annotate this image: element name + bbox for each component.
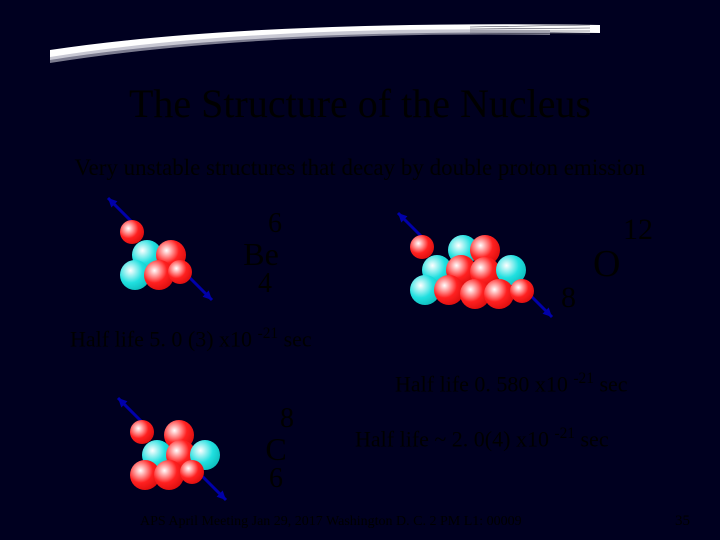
- c8-hl-unit: sec: [575, 426, 609, 451]
- slide-subtitle: Very unstable structures that decay by d…: [0, 155, 720, 181]
- be6-z: 4: [248, 270, 282, 298]
- o12-hl-text: Half life 0. 580 x10: [395, 371, 573, 396]
- c8-hl-text: Half life ~ 2. 0(4) x10: [355, 426, 554, 451]
- c8-label: 8 C 6: [258, 405, 294, 493]
- be6-label: 6 Be 4: [240, 210, 282, 298]
- particle: [510, 279, 534, 303]
- c8-hl-exp: -21: [554, 425, 575, 442]
- o12-hl-exp: -21: [573, 370, 594, 387]
- slide-number: 35: [675, 513, 690, 530]
- o12-z: 8: [561, 283, 653, 313]
- c8-mass: 8: [280, 405, 294, 433]
- o12-element: O: [593, 245, 653, 283]
- be6-element: Be: [240, 238, 282, 270]
- be6-hl-exp: -21: [258, 325, 279, 342]
- footer-text: APS April Meeting Jan 29, 2017 Washingto…: [140, 514, 522, 530]
- o12-mass: 12: [623, 215, 653, 245]
- be6-hl-unit: sec: [278, 326, 312, 351]
- be6-halflife: Half life 5. 0 (3) x10 -21 sec: [70, 325, 312, 352]
- o12-hl-unit: sec: [594, 371, 628, 396]
- o12-label: 12 O 8: [575, 215, 653, 313]
- particle: [168, 260, 192, 284]
- o12-halflife: Half life 0. 580 x10 -21 sec: [395, 370, 628, 397]
- swoosh-graphic: [50, 15, 600, 65]
- be6-hl-text: Half life 5. 0 (3) x10: [70, 326, 258, 351]
- c8-element: C: [258, 433, 294, 465]
- slide-title: The Structure of the Nucleus: [0, 80, 720, 127]
- c8-z: 6: [258, 465, 294, 493]
- particle: [180, 460, 204, 484]
- be6-mass: 6: [268, 210, 282, 238]
- c8-halflife: Half life ~ 2. 0(4) x10 -21 sec: [355, 425, 609, 452]
